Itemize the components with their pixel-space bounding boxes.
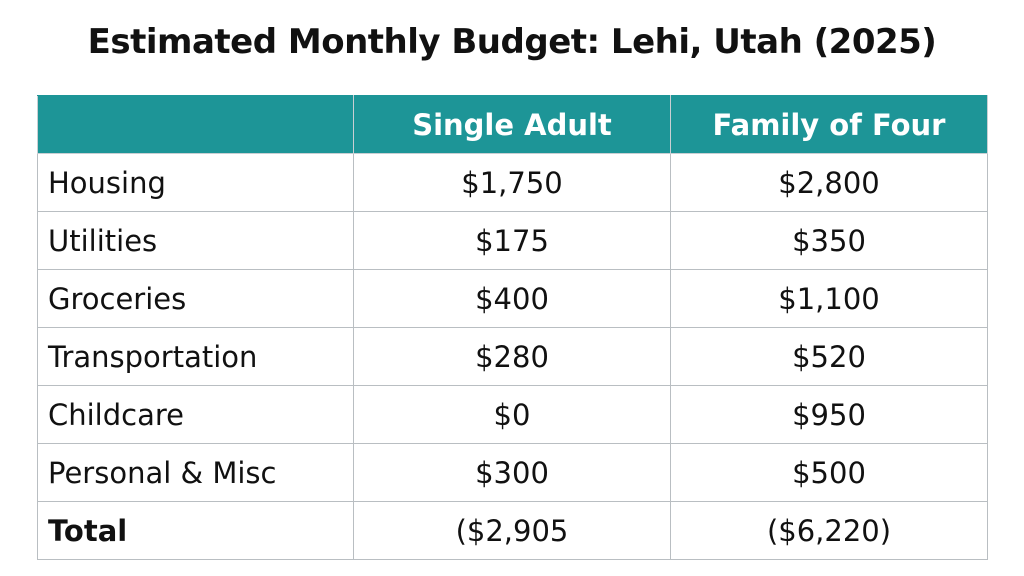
family-value: $350 [670, 211, 988, 270]
table-row: Childcare $0 $950 [37, 385, 988, 444]
budget-table: Single Adult Family of Four Housing $1,7… [37, 95, 988, 560]
single-adult-value: $1,750 [353, 153, 671, 212]
table-row: Housing $1,750 $2,800 [37, 153, 988, 212]
single-adult-value: $0 [353, 385, 671, 444]
single-adult-value: $175 [353, 211, 671, 270]
row-label: Groceries [37, 269, 354, 328]
single-adult-value: $400 [353, 269, 671, 328]
family-value: $1,100 [670, 269, 988, 328]
family-total: ($6,220) [670, 501, 988, 560]
total-row: Total ($2,905 ($6,220) [37, 501, 988, 560]
family-value: $520 [670, 327, 988, 386]
table-row: Groceries $400 $1,100 [37, 269, 988, 328]
header-row: Single Adult Family of Four [37, 95, 988, 154]
table-row: Utilities $175 $350 [37, 211, 988, 270]
row-label: Housing [37, 153, 354, 212]
family-value: $500 [670, 443, 988, 502]
single-adult-value: $300 [353, 443, 671, 502]
single-adult-value: $280 [353, 327, 671, 386]
family-value: $950 [670, 385, 988, 444]
table-row: Transportation $280 $520 [37, 327, 988, 386]
total-label: Total [37, 501, 354, 560]
header-cell-family-of-four: Family of Four [670, 95, 988, 154]
page-title: Estimated Monthly Budget: Lehi, Utah (20… [87, 22, 937, 62]
family-value: $2,800 [670, 153, 988, 212]
header-cell-single-adult: Single Adult [353, 95, 671, 154]
header-cell-empty [37, 95, 354, 154]
table-row: Personal & Misc $300 $500 [37, 443, 988, 502]
row-label: Personal & Misc [37, 443, 354, 502]
row-label: Transportation [37, 327, 354, 386]
single-adult-total: ($2,905 [353, 501, 671, 560]
row-label: Utilities [37, 211, 354, 270]
row-label: Childcare [37, 385, 354, 444]
